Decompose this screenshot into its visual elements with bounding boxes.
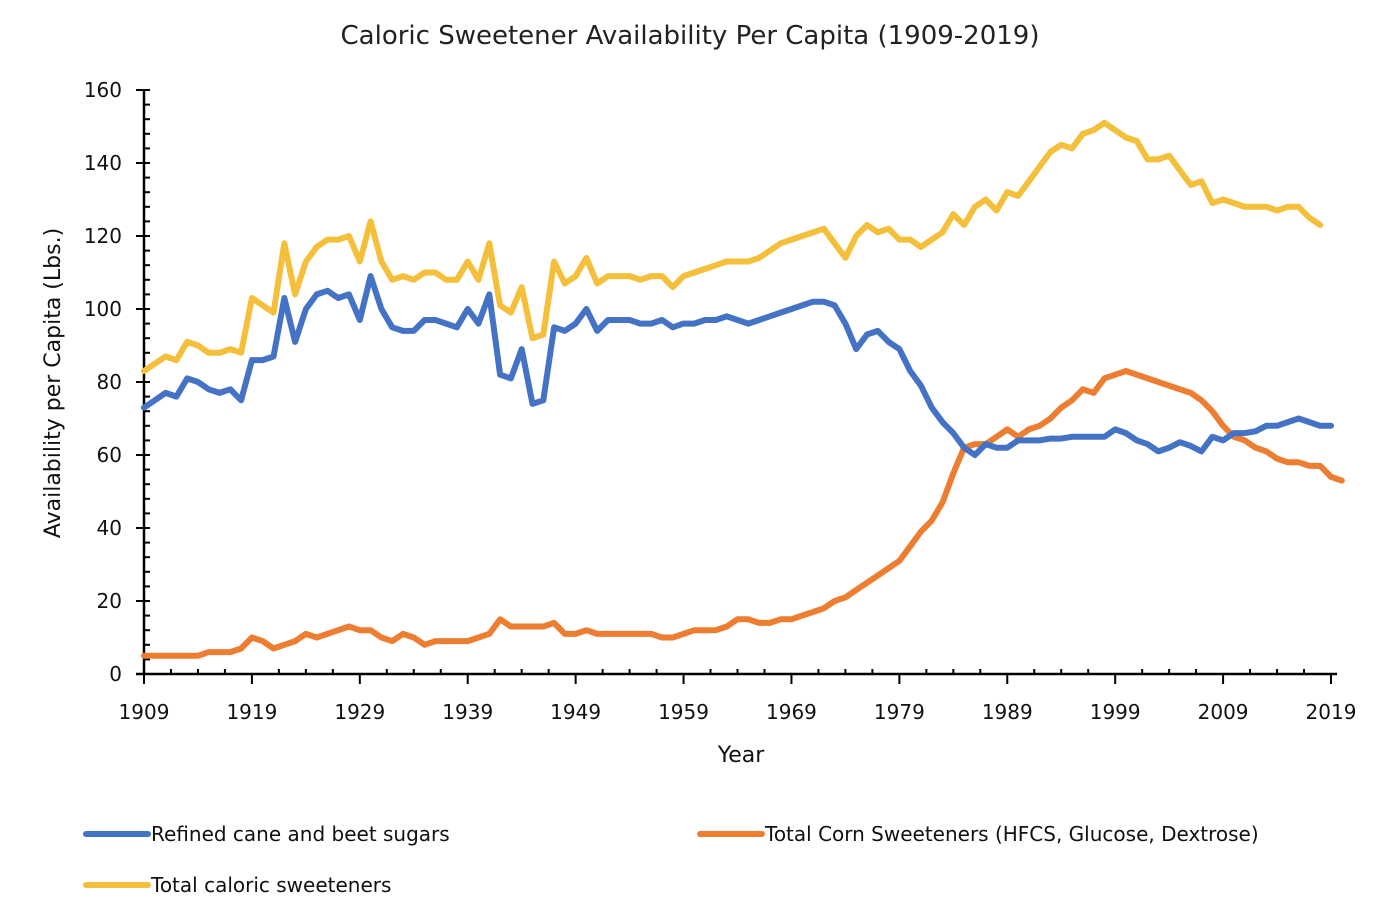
x-tick-label: 1939 (442, 700, 493, 724)
chart-title: Caloric Sweetener Availability Per Capit… (341, 21, 1040, 51)
x-tick-label: 1979 (874, 700, 925, 724)
y-tick-label: 20 (97, 589, 122, 613)
y-tick-label: 0 (109, 662, 122, 686)
y-tick-label: 120 (84, 224, 122, 248)
axes: 0 20 40 60 80 100 120 140 160 1909 1919 1929 1939 194… (84, 78, 1357, 724)
x-tick-label: 1949 (550, 700, 601, 724)
y-tick-label: 80 (97, 370, 122, 394)
legend-item-0: Refined cane and beet sugars (83, 822, 450, 846)
legend-item-1: Total Corn Sweeteners (HFCS, Glucose, De… (697, 822, 1259, 846)
x-tick-label: 2009 (1198, 700, 1249, 724)
y-tick-label: 160 (84, 78, 122, 102)
y-tick-label: 40 (97, 516, 122, 540)
legend: Refined cane and beet sugars Total Corn S… (83, 822, 1259, 897)
series-line-2 (141, 119, 1324, 374)
legend-item-2: Total caloric sweeteners (83, 873, 391, 897)
x-tick-label: 2019 (1306, 700, 1357, 724)
y-tick-label: 140 (84, 151, 122, 175)
x-tick-label: 1929 (334, 700, 385, 724)
series-lines (141, 119, 1345, 659)
x-tick-label: 1969 (766, 700, 817, 724)
series-line-0 (141, 273, 1334, 458)
x-axis-title: Year (717, 743, 766, 768)
legend-label: Refined cane and beet sugars (151, 822, 450, 846)
series-line-1 (141, 368, 1345, 659)
legend-label: Total Corn Sweeteners (HFCS, Glucose, De… (764, 822, 1259, 846)
x-tick-label: 1959 (658, 700, 709, 724)
y-tick-label: 60 (97, 443, 122, 467)
x-tick-label: 1989 (982, 700, 1033, 724)
x-tick-label: 1919 (226, 700, 277, 724)
x-tick-label: 1999 (1090, 700, 1141, 724)
y-axis-title: Availability per Capita (Lbs.) (41, 228, 66, 538)
legend-label: Total caloric sweeteners (150, 873, 391, 897)
x-tick-label: 1909 (119, 700, 170, 724)
y-tick-label: 100 (84, 297, 122, 321)
